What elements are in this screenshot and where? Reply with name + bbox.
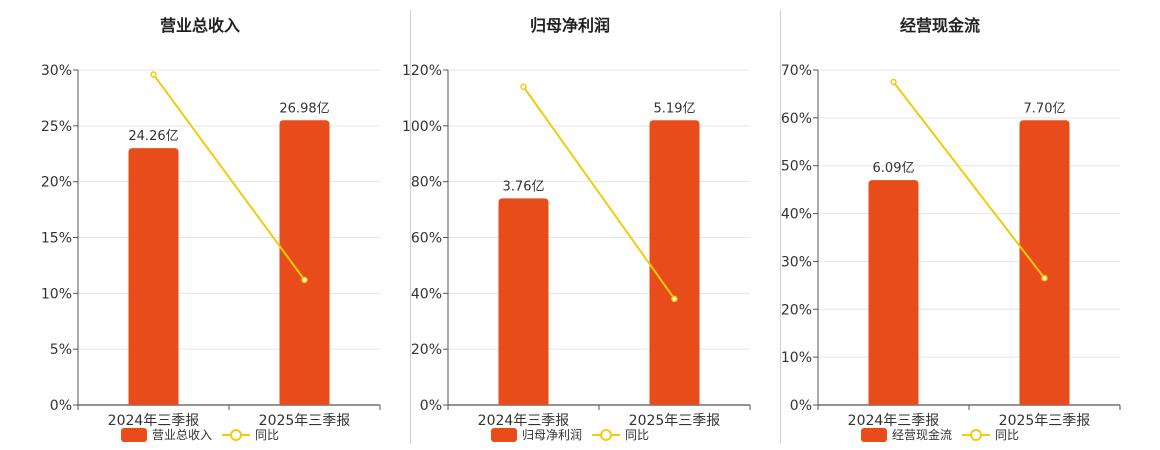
yoy-line (892, 81, 1046, 279)
y-tick-label: 0% (50, 398, 72, 414)
chart-title: 归母净利润 (529, 16, 610, 35)
bar (868, 180, 919, 405)
y-tick-label: 10% (781, 350, 812, 366)
legend-label: 经营现金流 (891, 428, 952, 442)
y-tick-label: 100% (402, 119, 442, 135)
y-tick-label: 20% (41, 175, 72, 191)
legend-bar-swatch (120, 427, 147, 442)
yoy-point (1041, 274, 1048, 282)
cash-flow-chart-plot: 0% 10% 20% 30% 40% 50% 60% 70% 6.09亿 7.70亿 2024年三季… (781, 63, 1121, 429)
bar (128, 148, 179, 405)
legend-item-bar[interactable]: 归母净利润 (490, 426, 582, 443)
panel-divider (780, 10, 781, 444)
yoy-line (522, 86, 676, 300)
y-tick-label: 5% (50, 342, 72, 358)
yoy-point (890, 78, 897, 86)
y-tick-label: 40% (411, 286, 442, 302)
y-tick-label: 15% (41, 231, 72, 247)
x-tick-label: 2024年三季报 (108, 413, 200, 429)
legend-item-line[interactable]: 同比 (222, 426, 279, 443)
y-tick-label: 20% (411, 342, 442, 358)
x-tick-label: 2024年三季报 (848, 413, 940, 429)
bar-data-label: 6.09亿 (873, 161, 915, 176)
legend-label: 归母净利润 (521, 428, 582, 442)
revenue-chart-plot: 0% 5% 10% 15% 20% 25% 30% 24.26亿 26.98亿 2024年三季报 2… (41, 63, 381, 429)
chart-title: 经营现金流 (899, 16, 980, 35)
y-tick-label: 0% (790, 398, 812, 414)
x-tick-label: 2025年三季报 (259, 413, 351, 429)
y-tick-label: 80% (411, 175, 442, 191)
y-tick-label: 40% (781, 207, 812, 223)
net-profit-chart-plot: 0% 20% 40% 60% 80% 100% 120% 3.76亿 5.19亿 2024年三季报… (402, 63, 751, 429)
y-tick-label: 0% (420, 398, 442, 414)
panel-divider (410, 10, 411, 444)
bar-data-label: 24.26亿 (128, 129, 178, 144)
bar-data-label: 26.98亿 (279, 101, 329, 116)
chart-legend: 营业总收入 同比 (0, 426, 400, 443)
net-profit-chart-panel: 归母净利润 0% 20% 40% 60% 80% 100% 120% 3.76亿 5.19亿 20… (370, 0, 770, 450)
x-tick-label: 2025年三季报 (999, 413, 1091, 429)
y-tick-label: 10% (41, 286, 72, 302)
chart-legend: 经营现金流 同比 (740, 426, 1140, 443)
x-tick-label: 2025年三季报 (629, 413, 721, 429)
yoy-point (301, 276, 308, 284)
y-tick-label: 20% (781, 302, 812, 318)
legend-line-icon (222, 428, 250, 442)
y-tick-label: 30% (781, 254, 812, 270)
bar-data-label: 5.19亿 (654, 101, 696, 116)
bar (649, 120, 700, 405)
legend-label: 营业总收入 (151, 428, 212, 442)
legend-label: 同比 (625, 428, 650, 442)
y-tick-label: 120% (402, 63, 442, 79)
chart-legend: 归母净利润 同比 (370, 426, 770, 443)
bar (279, 120, 330, 405)
y-tick-label: 60% (411, 231, 442, 247)
y-tick-label: 70% (781, 63, 812, 79)
legend-item-line[interactable]: 同比 (962, 426, 1019, 443)
yoy-point (520, 83, 527, 90)
legend-label: 同比 (255, 428, 280, 442)
legend-item-bar[interactable]: 营业总收入 (120, 426, 212, 443)
bar-data-label: 3.76亿 (503, 179, 545, 194)
legend-bar-swatch (490, 427, 517, 442)
chart-title: 营业总收入 (159, 16, 240, 35)
legend-line-icon (962, 428, 990, 442)
bar-data-label: 7.70亿 (1024, 101, 1066, 116)
revenue-chart-panel: 营业总收入 0% 5% 10% 15% 20% 25% 30% 24.26亿 26.98亿 202… (0, 0, 400, 450)
legend-item-bar[interactable]: 经营现金流 (860, 426, 952, 443)
y-tick-label: 50% (781, 159, 812, 175)
legend-line-icon (592, 428, 620, 442)
yoy-line (152, 73, 306, 281)
y-tick-label: 60% (781, 111, 812, 127)
yoy-point (150, 71, 157, 78)
legend-bar-swatch (860, 427, 887, 442)
y-tick-label: 30% (41, 63, 72, 79)
cash-flow-chart-panel: 经营现金流 0% 10% 20% 30% 40% 50% 60% 70% 6.09亿 7.70亿 2… (740, 0, 1140, 450)
y-tick-label: 25% (41, 119, 72, 135)
legend-item-line[interactable]: 同比 (592, 426, 649, 443)
x-tick-label: 2024年三季报 (478, 413, 570, 429)
legend-label: 同比 (995, 428, 1020, 442)
yoy-point (671, 295, 678, 303)
bar (1019, 120, 1070, 405)
bar (498, 198, 549, 405)
